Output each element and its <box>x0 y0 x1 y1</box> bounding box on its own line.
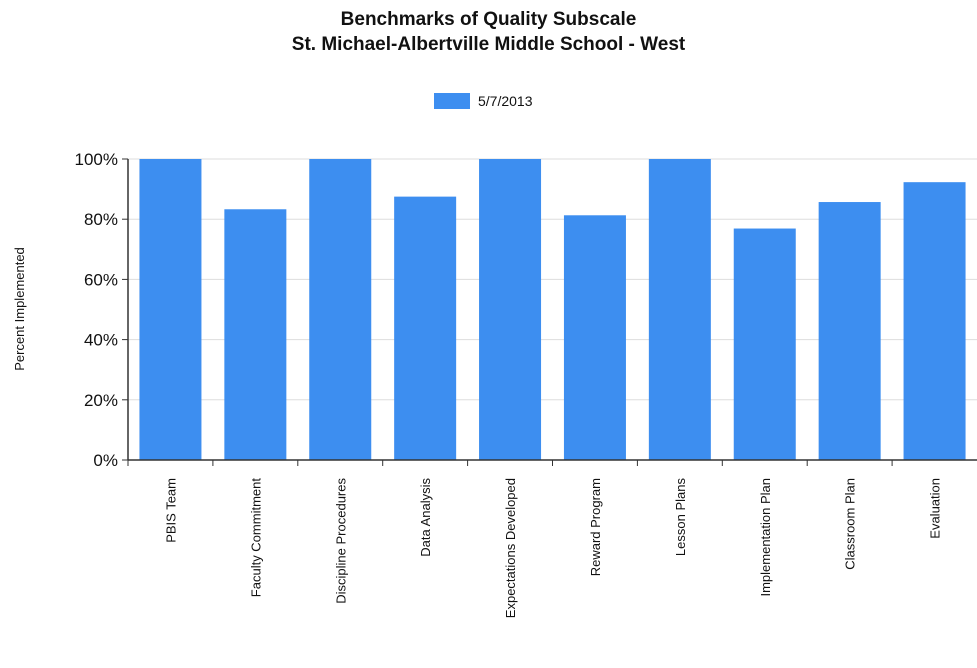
x-tick-label: PBIS Team <box>163 478 178 543</box>
x-tick-label: Reward Program <box>588 478 603 576</box>
legend-swatch <box>434 93 470 109</box>
y-tick-label: 60% <box>84 270 118 289</box>
legend-label: 5/7/2013 <box>478 93 533 109</box>
bar-reward-program <box>563 215 626 460</box>
x-tick-label: Expectations Developed <box>503 478 518 618</box>
y-tick-label: 20% <box>84 391 118 410</box>
y-tick-label: 100% <box>75 150 118 169</box>
x-tick-label: Implementation Plan <box>758 478 773 597</box>
axes <box>122 158 977 466</box>
x-tick-label: Classroom Plan <box>843 478 858 570</box>
bar-expectations-developed <box>479 159 542 460</box>
chart-subtitle: St. Michael-Albertville Middle School - … <box>291 34 686 55</box>
y-tick-label: 80% <box>84 210 118 229</box>
x-tick-label: Lesson Plans <box>673 478 688 557</box>
bar-discipline-procedures <box>309 159 372 460</box>
y-axis-title: Percent Implemented <box>12 247 27 371</box>
x-tick-label: Data Analysis <box>418 478 433 557</box>
bar-evaluation <box>903 182 966 460</box>
bar-data-analysis <box>394 196 457 460</box>
bar-classroom-plan <box>818 202 881 460</box>
bar-pbis-team <box>139 159 202 460</box>
x-tick-label: Evaluation <box>928 478 943 539</box>
x-tick-label: Discipline Procedures <box>333 478 348 604</box>
bar-lesson-plans <box>648 159 711 460</box>
bars <box>139 159 966 460</box>
chart-legend: 5/7/2013 <box>434 91 533 111</box>
y-tick-label: 0% <box>93 451 118 470</box>
chart-title: Benchmarks of Quality Subscale <box>340 9 637 30</box>
x-tick-label: Faculty Commitment <box>248 478 263 598</box>
bar-implementation-plan <box>733 228 796 460</box>
y-tick-label: 40% <box>84 331 118 350</box>
axis-labels: 0% 20% 40% 60% 80% 100% PBIS Team Faculty Commi… <box>75 150 943 618</box>
bar-faculty-commitment <box>224 209 287 460</box>
